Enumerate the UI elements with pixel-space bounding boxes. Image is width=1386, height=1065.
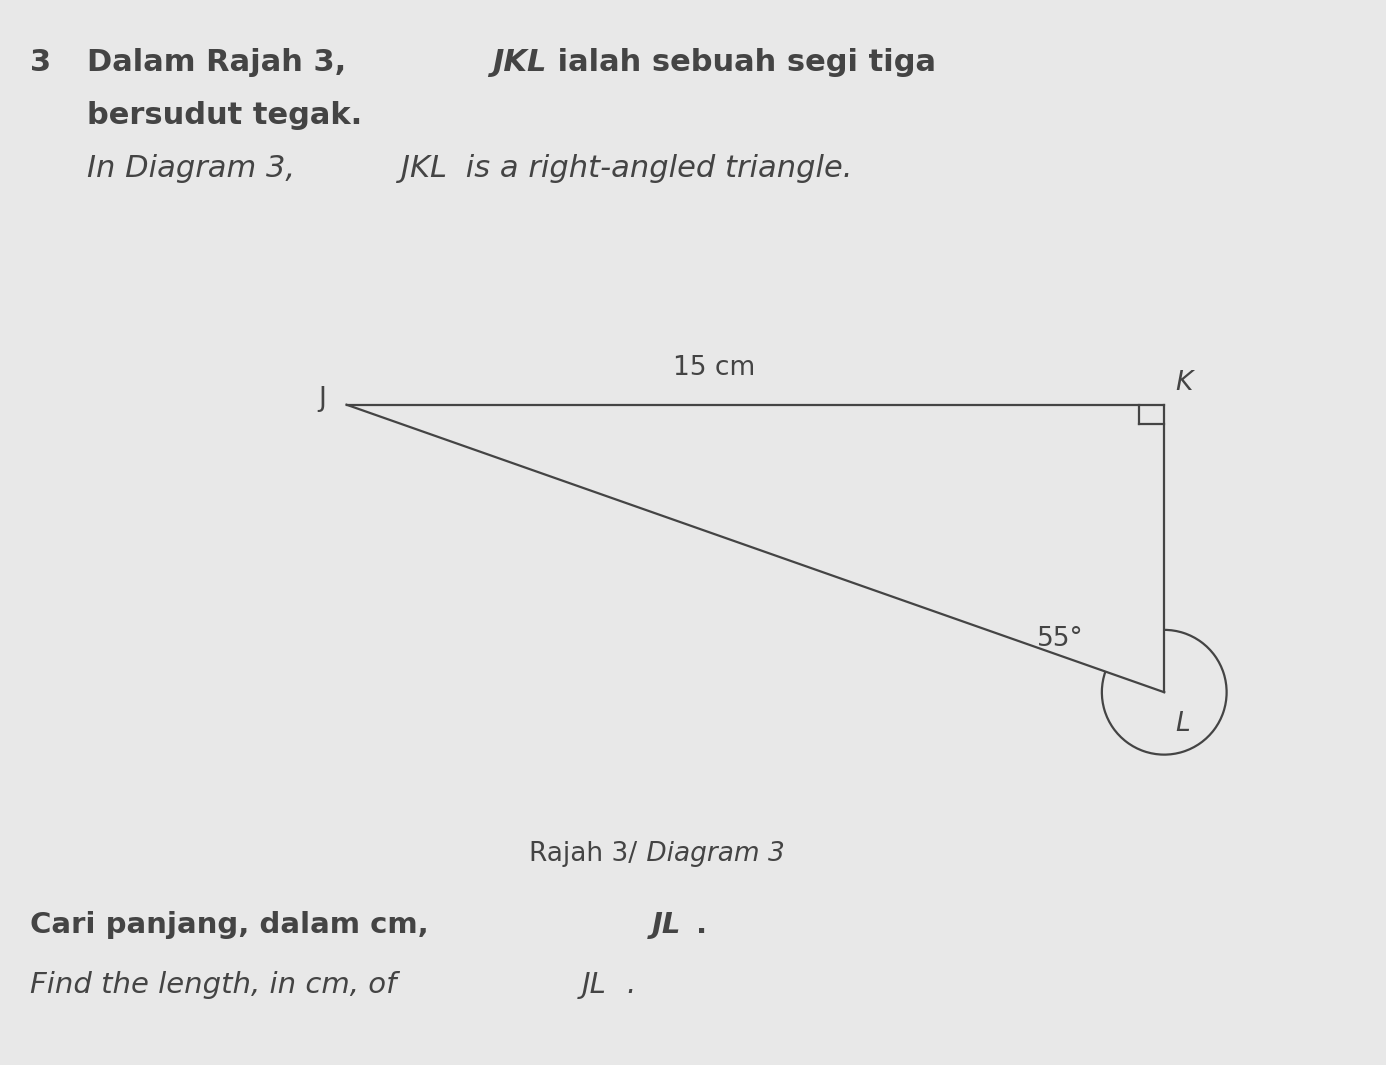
Text: JKL: JKL [492, 48, 546, 77]
Text: Diagram 3: Diagram 3 [638, 841, 784, 867]
Text: .: . [626, 971, 636, 999]
Text: K: K [1175, 371, 1192, 396]
Text: JL: JL [582, 971, 607, 999]
Text: 15 cm: 15 cm [672, 356, 755, 381]
Text: 3: 3 [30, 48, 51, 77]
Text: JKL: JKL [401, 154, 446, 183]
Text: .: . [696, 911, 707, 938]
Text: bersudut tegak.: bersudut tegak. [87, 101, 363, 130]
Text: J: J [317, 387, 326, 412]
Text: JL: JL [651, 911, 681, 938]
Text: Find the length, in cm, of: Find the length, in cm, of [30, 971, 406, 999]
Text: L: L [1175, 711, 1191, 737]
Text: Rajah 3/: Rajah 3/ [529, 841, 638, 867]
Text: In Diagram 3,: In Diagram 3, [87, 154, 305, 183]
Text: Dalam Rajah 3,: Dalam Rajah 3, [87, 48, 358, 77]
Text: is a right-angled triangle.: is a right-angled triangle. [456, 154, 852, 183]
Text: Cari panjang, dalam cm,: Cari panjang, dalam cm, [30, 911, 439, 938]
Text: ialah sebuah segi tiga: ialah sebuah segi tiga [547, 48, 937, 77]
Text: 55°: 55° [1037, 626, 1084, 652]
